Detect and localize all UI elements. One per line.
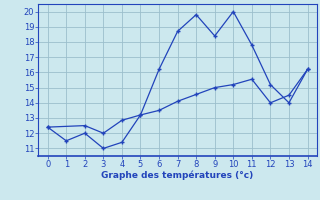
- X-axis label: Graphe des températures (°c): Graphe des températures (°c): [101, 171, 254, 180]
